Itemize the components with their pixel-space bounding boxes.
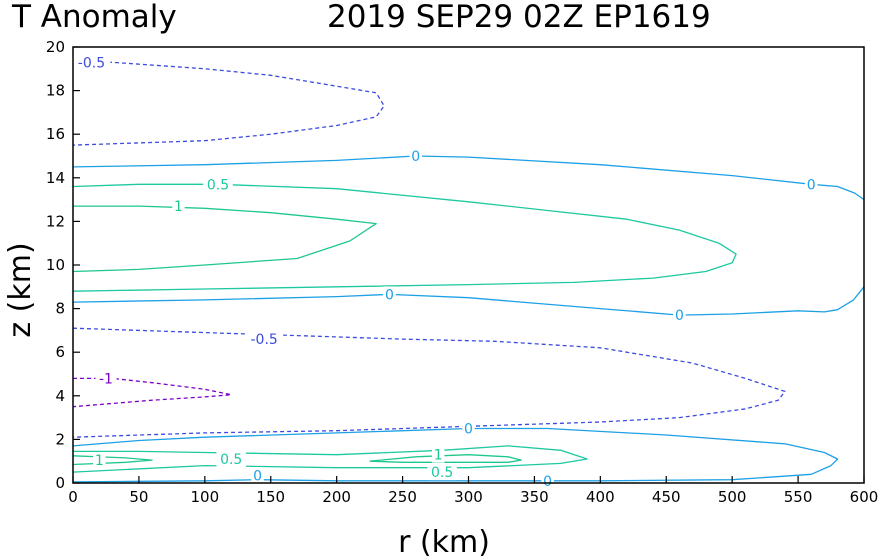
x-axis-ticks: 0 50 100 150 200 250 300 350 400 450 500 550 600 [68,476,878,506]
contour-label-bg [172,198,185,215]
contour-label-bg [245,331,284,348]
contour-line [72,205,377,273]
contour-label: 0 [385,287,394,303]
x-tick-label: 150 [256,488,285,506]
x-tick-label: 300 [454,488,483,506]
y-tick-label: 2 [55,430,65,448]
contour-label: 0 [675,308,684,324]
contour-label: -1 [99,371,113,387]
x-tick-label: 0 [68,488,78,506]
y-tick-label: 18 [46,82,65,100]
contour-label-bg [541,472,554,489]
y-tick-label: 4 [55,387,65,405]
contour-label: 1 [434,448,443,464]
contour-label-bg [673,307,686,324]
y-tick-label: 8 [55,300,65,318]
y-tick-label: 16 [46,125,65,143]
contour-line [72,445,588,473]
contour-label-bg [216,451,246,468]
x-tick-label: 100 [191,488,220,506]
y-tick-label: 10 [46,256,65,274]
contour-line [72,155,865,201]
contour-label: 0.5 [207,177,229,193]
y-tick-label: 20 [46,38,65,56]
contour-label-bg [462,420,475,437]
contour-line [72,327,786,438]
contour-label-bg [805,176,818,193]
x-tick-label: 50 [129,488,148,506]
contour-line [72,455,153,466]
contour-label-bg [251,467,264,484]
contour-line [72,183,737,292]
contour-lines [72,61,865,483]
contour-label-bg [427,464,457,481]
contour-label: 0.5 [431,465,453,481]
contour-label-bg [409,148,423,164]
contour-label: -0.5 [78,55,105,71]
y-tick-label: 6 [55,343,65,361]
contour-label: 0 [411,149,420,165]
contour-label: 0 [807,177,816,193]
contour-label-bg [431,446,445,463]
x-axis-label: r (km) [398,525,490,559]
x-tick-label: 350 [520,488,549,506]
x-tick-label: 250 [388,488,417,506]
contour-label: 0 [253,468,262,484]
contour-label-bg [383,286,396,303]
contour-label-bg [72,54,111,71]
x-tick-label: 600 [850,488,879,506]
x-tick-label: 550 [784,488,813,506]
contour-label: 0 [464,422,473,438]
chart-title: T Anomaly [11,0,177,35]
contour-line [72,286,865,316]
y-axis-ticks: 0 2 4 6 8 10 12 14 16 18 20 [46,38,80,492]
x-tick-label: 450 [652,488,681,506]
contour-label: 1 [95,453,104,469]
contour-line [72,61,385,146]
contour-line [369,454,522,463]
y-axis-label: z (km) [3,242,38,337]
plot-frame [72,46,865,484]
x-tick-label: 500 [718,488,747,506]
contour-label: 1 [174,199,183,215]
contour-label-bg [95,370,117,387]
contour-label: 0 [543,474,552,490]
y-tick-label: 14 [46,169,65,187]
y-tick-label: 0 [55,474,65,492]
contour-label-bg [93,452,106,469]
y-tick-label: 12 [46,212,65,230]
x-tick-label: 400 [586,488,615,506]
contour-label-bg [203,176,233,193]
x-tick-label: 200 [322,488,351,506]
chart-subtitle: 2019 SEP29 02Z EP1619 [327,0,711,35]
contour-label: 0.5 [220,452,242,468]
contour-label: -0.5 [250,332,277,348]
